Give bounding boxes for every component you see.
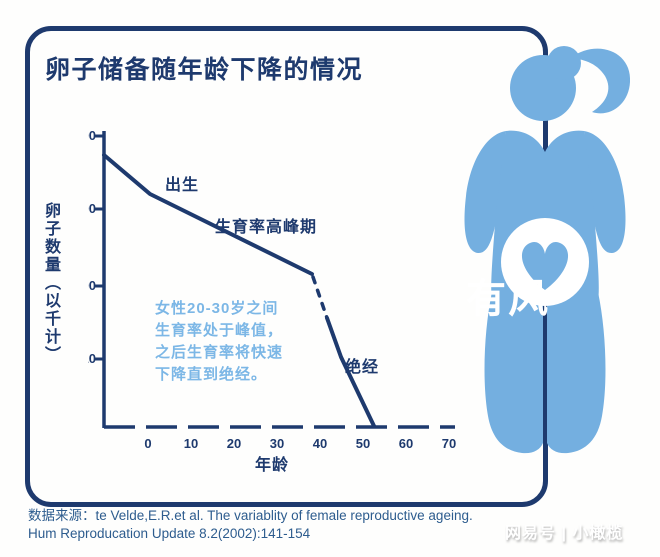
watermark-middle: 有风 bbox=[466, 277, 550, 321]
x-axis-title: 年龄 bbox=[255, 455, 289, 474]
annotation-line-1: 女性20-30岁之间 bbox=[155, 299, 278, 317]
curve-menopause-segment bbox=[325, 316, 376, 428]
y-tick-100: 100 bbox=[88, 278, 96, 293]
label-peak-fertility: 生育率高峰期 bbox=[215, 217, 317, 236]
curve-main-segment bbox=[102, 153, 314, 276]
watermark-bottom: 网易号 | 小橄榄 bbox=[505, 525, 624, 542]
data-source-citation: 数据来源：te Velde,E.R.et al. The variablity … bbox=[28, 507, 528, 543]
woman-skirt-left bbox=[484, 292, 543, 454]
heart-icon bbox=[521, 242, 569, 290]
x-tick-40: 40 bbox=[313, 436, 327, 451]
x-tick-60: 60 bbox=[399, 436, 413, 451]
annotation-line-4: 下降直到绝经。 bbox=[155, 365, 267, 383]
annotation-line-2: 生育率处于峰值， bbox=[155, 321, 283, 339]
woman-hair-bun bbox=[547, 46, 581, 80]
x-tick-20: 20 bbox=[227, 436, 241, 451]
x-tick-10: 10 bbox=[184, 436, 198, 451]
x-tick-50: 50 bbox=[356, 436, 370, 451]
label-menopause: 绝经 bbox=[345, 357, 379, 376]
x-tick-0: 0 bbox=[144, 436, 151, 451]
egg-reserve-line-chart: 10,000 1,000 100 10 0 10 20 30 40 50 60 … bbox=[88, 128, 456, 474]
page-title: 卵子储备随年龄下降的情况 bbox=[45, 56, 364, 84]
y-tick-10000: 10,000 bbox=[88, 128, 96, 143]
x-tick-30: 30 bbox=[270, 436, 284, 451]
woman-ponytail bbox=[570, 48, 631, 114]
annotation-note: 女性20-30岁之间 生育率处于峰值， 之后生育率将快速 下降直到绝经。 bbox=[155, 299, 283, 383]
annotation-line-3: 之后生育率将快速 bbox=[155, 343, 283, 361]
y-axis-tick-labels: 10,000 1,000 100 10 bbox=[88, 128, 96, 366]
y-tick-10: 10 bbox=[88, 351, 96, 366]
y-axis-ticks bbox=[95, 134, 104, 361]
x-tick-70: 70 bbox=[442, 436, 456, 451]
y-axis-title: 卵子数量（以千计） bbox=[42, 202, 59, 364]
pregnant-woman-icon bbox=[464, 46, 631, 454]
source-line-1: 数据来源：te Velde,E.R.et al. The variablity … bbox=[28, 508, 473, 523]
label-birth: 出生 bbox=[165, 175, 199, 194]
y-tick-1000: 1,000 bbox=[88, 201, 96, 216]
source-line-2: Hum Reproducation Update 8.2(2002):141-1… bbox=[28, 526, 311, 541]
woman-skirt-right bbox=[547, 292, 606, 454]
curve-dashed-segment bbox=[311, 275, 329, 320]
x-axis-tick-labels: 0 10 20 30 40 50 60 70 bbox=[144, 436, 456, 451]
